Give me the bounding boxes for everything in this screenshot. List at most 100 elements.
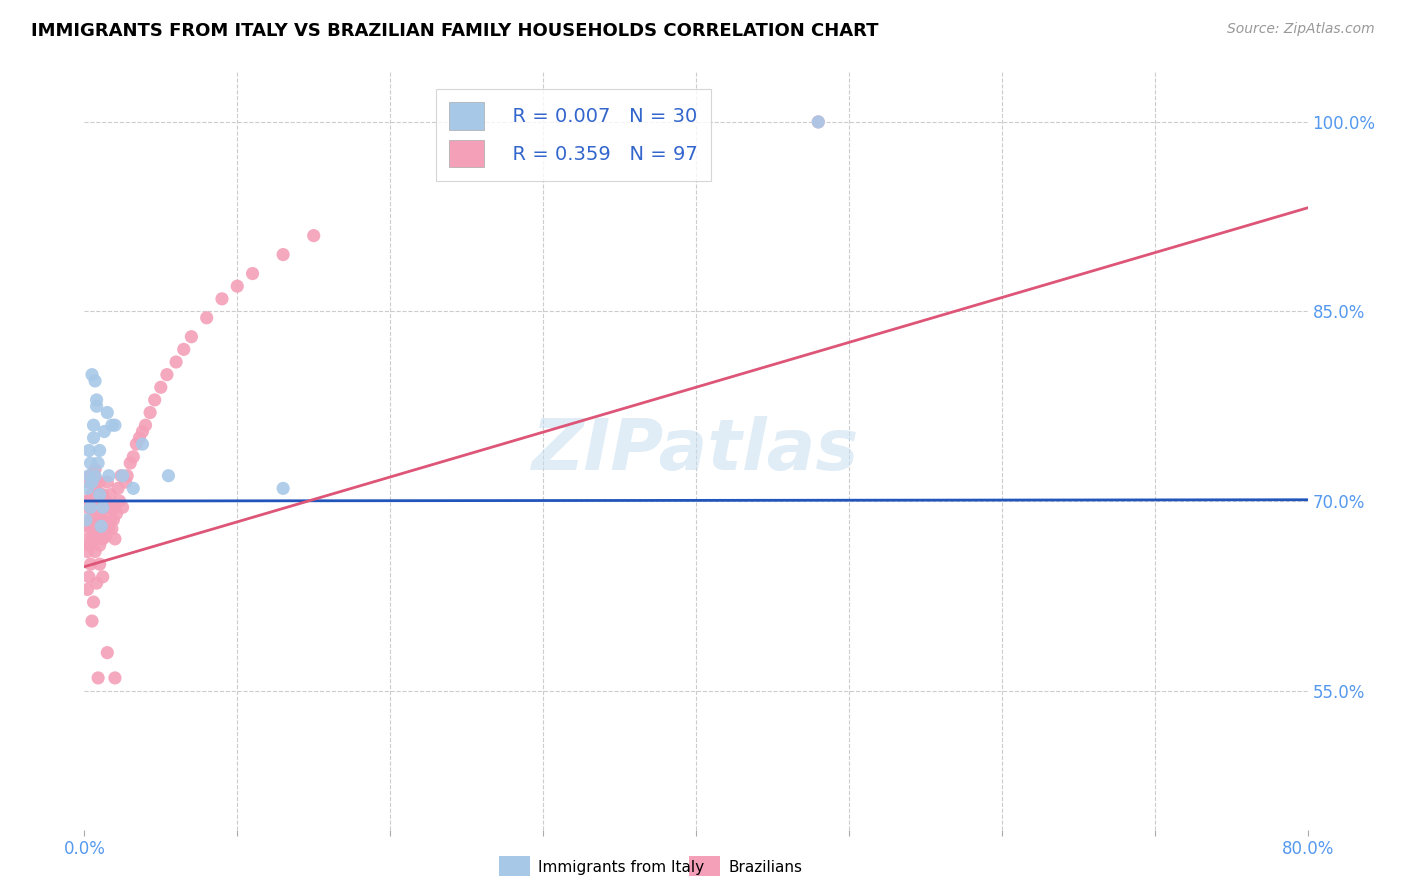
Point xyxy=(156,368,179,382)
Point xyxy=(104,418,127,433)
Point xyxy=(122,482,145,496)
Point xyxy=(122,450,145,464)
Point xyxy=(83,431,105,445)
Point xyxy=(195,310,218,325)
Point xyxy=(125,437,148,451)
Point xyxy=(131,437,153,451)
Point xyxy=(83,507,105,521)
Point xyxy=(211,292,233,306)
Point xyxy=(87,525,110,540)
Point xyxy=(131,425,153,439)
Point xyxy=(77,538,100,552)
Point xyxy=(87,488,110,502)
Point xyxy=(77,468,100,483)
Text: ZIPatlas: ZIPatlas xyxy=(533,416,859,485)
Point xyxy=(86,494,108,508)
Point xyxy=(96,405,118,419)
Point xyxy=(77,475,100,489)
Point xyxy=(108,494,131,508)
Point xyxy=(80,475,103,489)
Point xyxy=(242,267,264,281)
Point xyxy=(84,468,107,483)
Point xyxy=(76,500,98,515)
Point xyxy=(86,513,108,527)
Point xyxy=(139,405,162,419)
Point xyxy=(75,494,97,508)
Point xyxy=(115,468,138,483)
Point xyxy=(79,468,101,483)
Point xyxy=(80,500,103,515)
Point xyxy=(77,570,100,584)
Point xyxy=(83,525,105,540)
Point xyxy=(93,425,115,439)
Point xyxy=(77,443,100,458)
Text: Immigrants from Italy: Immigrants from Italy xyxy=(538,860,704,874)
Point xyxy=(97,500,120,515)
Point xyxy=(94,494,117,508)
Point xyxy=(86,532,108,546)
Point xyxy=(91,513,114,527)
Point xyxy=(90,509,112,524)
Point xyxy=(86,399,108,413)
Point xyxy=(94,529,117,543)
Point xyxy=(807,115,830,129)
Point xyxy=(107,482,129,496)
Point xyxy=(84,500,107,515)
Point xyxy=(157,468,180,483)
Legend:   R = 0.007   N = 30,   R = 0.359   N = 97: R = 0.007 N = 30, R = 0.359 N = 97 xyxy=(436,88,711,181)
Point xyxy=(96,475,118,489)
Point xyxy=(96,519,118,533)
Point xyxy=(98,488,121,502)
Point xyxy=(87,456,110,470)
Point xyxy=(103,513,125,527)
Point xyxy=(84,519,107,533)
Point xyxy=(86,475,108,489)
Point xyxy=(79,538,101,552)
Point xyxy=(83,595,105,609)
Point xyxy=(91,532,114,546)
Point xyxy=(105,507,128,521)
Point xyxy=(807,115,830,129)
Point xyxy=(302,228,325,243)
Text: Brazilians: Brazilians xyxy=(728,860,803,874)
Point xyxy=(89,519,111,533)
Point xyxy=(89,488,111,502)
Point xyxy=(77,519,100,533)
Point xyxy=(101,522,124,536)
Point xyxy=(83,418,105,433)
Point xyxy=(80,488,103,502)
Point xyxy=(93,500,115,515)
Point xyxy=(83,468,105,483)
Point xyxy=(110,468,132,483)
Point xyxy=(84,462,107,476)
Point xyxy=(111,468,134,483)
Point xyxy=(135,418,157,433)
Point xyxy=(120,456,142,470)
Point xyxy=(180,330,202,344)
Point xyxy=(79,456,101,470)
Point xyxy=(111,500,134,515)
Point xyxy=(91,488,114,502)
Point xyxy=(86,392,108,407)
Point xyxy=(90,488,112,502)
Point xyxy=(79,500,101,515)
Point xyxy=(87,671,110,685)
Point xyxy=(91,500,114,515)
Point xyxy=(271,247,294,261)
Point xyxy=(86,576,108,591)
Point xyxy=(77,494,100,508)
Point xyxy=(104,671,127,685)
Point xyxy=(101,418,124,433)
Point xyxy=(76,482,98,496)
Point xyxy=(80,475,103,489)
Point xyxy=(84,374,107,388)
Point xyxy=(96,646,118,660)
Point xyxy=(226,279,249,293)
Point xyxy=(114,475,136,489)
Point xyxy=(97,468,120,483)
Point xyxy=(87,507,110,521)
Point xyxy=(79,513,101,527)
Point xyxy=(84,544,107,558)
Point xyxy=(271,482,294,496)
Point xyxy=(76,544,98,558)
